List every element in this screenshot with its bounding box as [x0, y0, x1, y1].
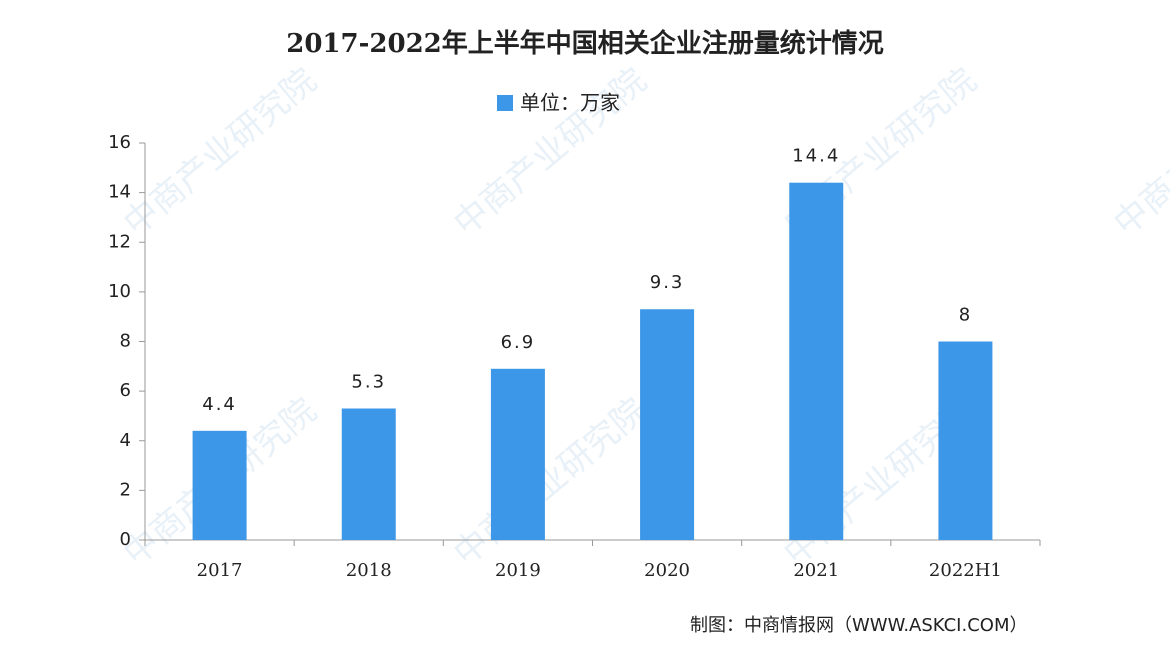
- legend-swatch: [497, 95, 513, 111]
- value-label: 4.4: [202, 394, 237, 415]
- x-tick-label: 2021: [793, 560, 839, 581]
- x-tick-label: 2022H1: [929, 560, 1002, 581]
- x-tick-label: 2018: [346, 560, 392, 581]
- value-label: 5.3: [351, 371, 386, 392]
- bar: [192, 430, 247, 540]
- x-tick-label: 2020: [644, 560, 690, 581]
- value-label: 9.3: [650, 272, 685, 293]
- bar: [789, 182, 844, 540]
- y-tick-label: 8: [120, 331, 131, 352]
- bar: [640, 309, 695, 540]
- chart-title: 2017-2022年上半年中国相关企业注册量统计情况: [286, 28, 884, 59]
- legend-label: 单位：万家: [520, 91, 620, 115]
- y-tick-label: 12: [108, 231, 131, 252]
- x-tick-label: 2017: [197, 560, 243, 581]
- bar: [490, 368, 545, 540]
- y-tick-label: 16: [108, 132, 131, 153]
- bar: [341, 408, 396, 540]
- value-label: 14.4: [792, 146, 840, 167]
- value-label: 8: [959, 305, 972, 326]
- y-tick-label: 10: [108, 281, 131, 302]
- y-tick-label: 4: [120, 430, 131, 451]
- y-tick-label: 6: [120, 380, 131, 401]
- bar: [938, 341, 993, 540]
- y-tick-label: 14: [108, 182, 131, 203]
- value-label: 6.9: [501, 332, 536, 353]
- y-tick-label: 2: [120, 479, 131, 500]
- y-tick-label: 0: [120, 529, 131, 550]
- source-note: 制图：中商情报网（WWW.ASKCI.COM）: [690, 615, 1027, 636]
- x-tick-label: 2019: [495, 560, 541, 581]
